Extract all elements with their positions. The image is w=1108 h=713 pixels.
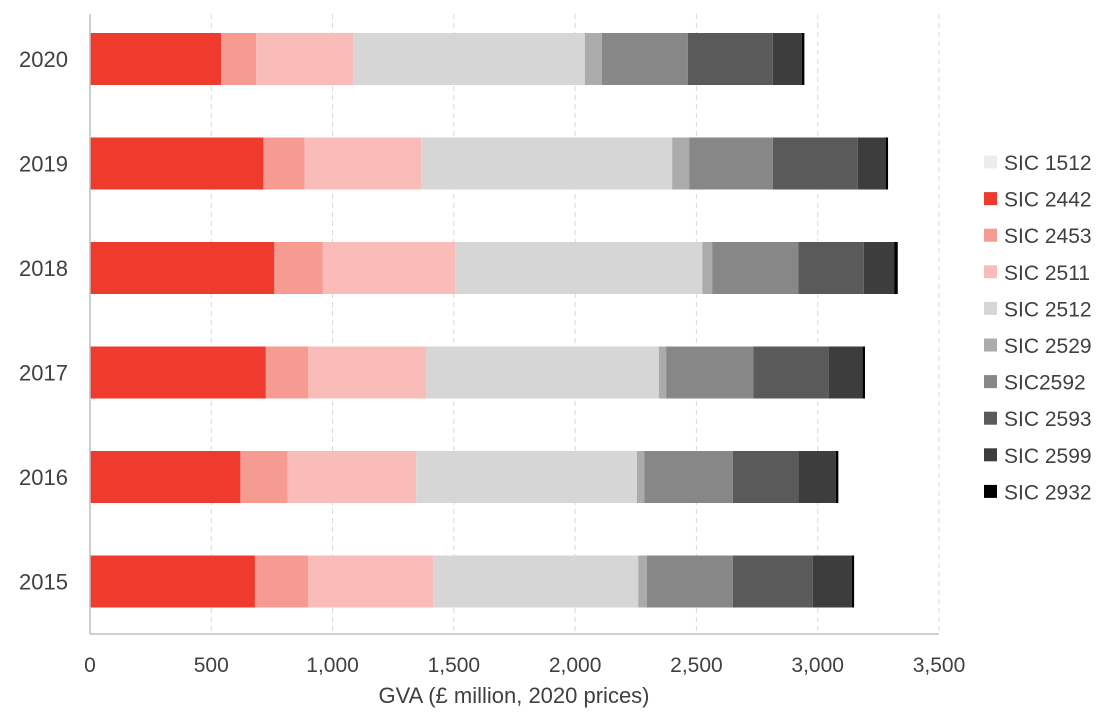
bar-segment <box>287 451 417 503</box>
bar-segment <box>421 137 673 190</box>
bar-segment <box>732 555 813 608</box>
bar-segment <box>308 346 426 399</box>
x-tick-label: 1,500 <box>428 654 481 677</box>
bar-segment <box>702 242 713 294</box>
legend-label: SIC 2511 <box>1004 262 1090 285</box>
legend-swatch <box>984 228 997 242</box>
legend-label: SIC 2442 <box>1004 189 1092 212</box>
category-labels: 2020 2019 2018 2017 2016 2015 <box>19 47 68 595</box>
x-tick-label: 2,500 <box>670 654 723 677</box>
bar-segment <box>863 242 895 294</box>
x-tick-label: 3,500 <box>913 654 966 677</box>
bar-segment <box>689 137 773 190</box>
bar-segment <box>857 137 886 190</box>
legend-swatch <box>984 265 997 279</box>
x-tick-label: 1,000 <box>306 654 359 677</box>
bar-segment <box>90 451 241 503</box>
x-tick-label: 0 <box>84 654 96 677</box>
bar-segment <box>851 555 855 608</box>
bar-segment <box>90 137 264 190</box>
bar-segment <box>416 451 637 503</box>
bar-segment <box>862 346 866 399</box>
x-tick-labels: 0 500 1,000 1,500 2,000 2,500 3,000 3,500 <box>84 654 965 677</box>
bar-segment <box>894 242 898 294</box>
bar-segment <box>353 33 585 85</box>
bar-segment <box>308 555 434 608</box>
bar-segment <box>636 451 645 503</box>
bar-segment <box>584 33 602 85</box>
x-tick-label: 2,000 <box>549 654 602 677</box>
bar-segment <box>772 137 858 190</box>
bar-segment <box>658 346 667 399</box>
legend-swatch <box>984 375 997 389</box>
bar-segment <box>638 555 647 608</box>
bar-segment <box>254 555 309 608</box>
legend-swatch <box>984 338 997 352</box>
bar-segment <box>274 242 323 294</box>
bar-segment <box>644 451 733 503</box>
bar-segment <box>90 346 266 399</box>
bar-segment <box>425 346 659 399</box>
bar-segment <box>666 346 754 399</box>
bar-segment <box>798 451 836 503</box>
bar-segment <box>601 33 688 85</box>
legend-swatch <box>984 155 997 169</box>
bar-segment <box>687 33 773 85</box>
category-label: 2018 <box>19 256 68 281</box>
bar-segment <box>772 33 802 85</box>
bar-segment <box>304 137 422 190</box>
legend-label: SIC 2529 <box>1004 335 1092 358</box>
bar-segment <box>646 555 733 608</box>
legend-swatch <box>984 448 997 462</box>
bar-segment <box>753 346 829 399</box>
bar-segment <box>455 242 703 294</box>
bar-segment <box>90 33 221 85</box>
legend-label: SIC 2932 <box>1004 481 1092 504</box>
legend-label: SIC 1512 <box>1004 152 1092 175</box>
legend-swatch <box>984 301 997 315</box>
bar-segment <box>835 451 839 503</box>
bar-segment <box>798 242 864 294</box>
bar-segment <box>812 555 852 608</box>
legend: SIC 1512 SIC 2442 SIC 2453 SIC 2511 SIC 2512… <box>984 152 1092 504</box>
category-label: 2020 <box>19 47 68 72</box>
bar-segment <box>732 451 799 503</box>
category-label: 2016 <box>19 465 68 490</box>
category-label: 2019 <box>19 152 68 177</box>
category-label: 2017 <box>19 361 68 386</box>
legend-label: SIC 2512 <box>1004 298 1092 321</box>
gridlines <box>210 14 940 634</box>
bar-segment <box>712 242 799 294</box>
bar-segment <box>256 33 354 85</box>
category-label: 2015 <box>19 570 68 595</box>
bar-segment <box>885 137 889 190</box>
x-axis-title: GVA (£ million, 2020 prices) <box>378 683 649 708</box>
legend-label: SIC2592 <box>1004 372 1086 395</box>
bar-segment <box>240 451 288 503</box>
bar-segment <box>263 137 305 190</box>
bar-segment <box>672 137 690 190</box>
bar-segment <box>90 242 275 294</box>
x-tick-label: 3,000 <box>791 654 844 677</box>
bar-segment <box>828 346 863 399</box>
legend-label: SIC 2453 <box>1004 225 1092 248</box>
x-tick-label: 500 <box>194 654 229 677</box>
bar-segment <box>220 33 257 85</box>
bar-segment <box>322 242 456 294</box>
bar-segment <box>265 346 309 399</box>
bar-segment <box>801 33 805 85</box>
bar-segment <box>90 555 255 608</box>
bar-segment <box>433 555 639 608</box>
legend-label: SIC 2599 <box>1004 445 1092 468</box>
bars <box>90 33 898 608</box>
legend-swatch <box>984 192 997 206</box>
legend-swatch <box>984 484 997 498</box>
legend-swatch <box>984 411 997 425</box>
legend-label: SIC 2593 <box>1004 408 1092 431</box>
